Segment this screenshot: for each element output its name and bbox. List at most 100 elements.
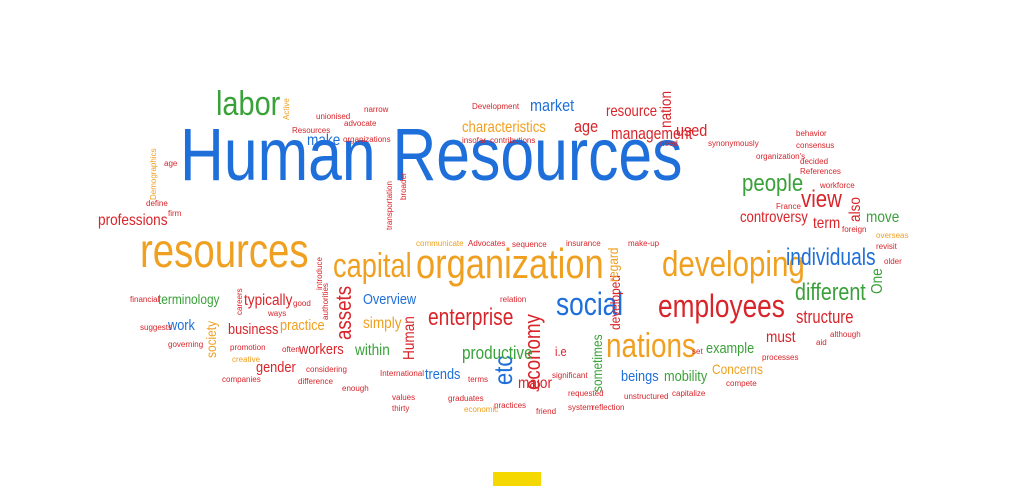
word-creative: creative (232, 355, 261, 364)
word-advocate: advocate (344, 119, 377, 128)
word-consensus: consensus (796, 141, 835, 150)
word-developing: developing (662, 243, 805, 284)
word-define: define (146, 199, 168, 208)
word-good: good (293, 299, 311, 308)
word-work: work (168, 317, 195, 334)
word-overseas: overseas (876, 231, 909, 240)
word-transportation: transportation (385, 181, 394, 230)
word-reflection: reflection (592, 403, 625, 412)
word-terms: terms (468, 375, 488, 384)
word-workers: workers (299, 341, 344, 358)
word-references: References (800, 167, 841, 176)
word-economic: economic (464, 405, 499, 414)
word-unionised: unionised (316, 112, 351, 121)
word-processes: processes (762, 353, 799, 362)
word-overview: Overview (363, 291, 417, 308)
word-different: different (795, 279, 866, 306)
word-individuals: individuals (786, 244, 876, 271)
word-set: set (692, 347, 703, 356)
word-advocates: Advocates (468, 239, 506, 248)
word-structure: structure (796, 307, 854, 327)
word-human-resources: Human Resources (180, 113, 683, 196)
word-firm: firm (168, 209, 182, 218)
word-international: International (380, 369, 425, 378)
word-resources: resources (140, 225, 309, 278)
word-productive: productive (462, 343, 533, 363)
word-insurance: insurance (566, 239, 601, 248)
word-authorities: authorities (321, 283, 330, 320)
word-sequence: sequence (512, 240, 547, 249)
word-age: age (574, 117, 599, 136)
word-enterprise: enterprise (428, 304, 514, 331)
word-make-up: make-up (628, 239, 660, 248)
word-unstructured: unstructured (624, 392, 669, 401)
word-business: business (228, 321, 279, 338)
word-relation: relation (500, 295, 527, 304)
word-resource: resource (606, 103, 658, 120)
word-ways: ways (268, 309, 287, 318)
word-organizations-apos: organization's (756, 152, 806, 161)
word-employees: employees (658, 288, 785, 324)
word-aid: aid (816, 338, 827, 347)
yellow-accent-bar (493, 472, 541, 486)
word-often: often (282, 345, 300, 354)
word-beings: beings (621, 368, 659, 385)
word-revisit: revisit (876, 242, 897, 251)
word-values: values (392, 393, 416, 402)
word-society: society (203, 320, 219, 358)
word-social: social (556, 286, 624, 322)
word-labor: labor (216, 85, 281, 123)
word-resources-small: Resources (292, 126, 331, 135)
word-france: France (776, 202, 801, 211)
word-example: example (706, 340, 755, 357)
word-graduates: graduates (448, 394, 484, 403)
word-active: Active (282, 98, 291, 120)
word-people: people (742, 170, 804, 197)
word-insofar: insofar (462, 136, 487, 145)
word-organizations: organizations (343, 135, 391, 144)
word-within: within (355, 342, 390, 359)
word-one: One (869, 268, 886, 294)
word-requested: requested (568, 389, 604, 398)
word-although: although (830, 330, 861, 339)
word-move: move (866, 209, 900, 226)
word-narrow: narrow (364, 105, 389, 114)
word-trends: trends (425, 366, 461, 383)
word-controversy: controversy (740, 209, 808, 226)
word-careers: careers (235, 288, 244, 315)
word-communicate: communicate (416, 239, 464, 248)
word-assets: assets (331, 285, 356, 340)
word-behavior: behavior (796, 129, 827, 138)
word-nations: nations (606, 327, 696, 365)
word-mobility: mobility (664, 368, 708, 385)
word-foreign: foreign (842, 225, 867, 234)
word-human-vertical: Human (401, 316, 418, 360)
word-used: used (676, 121, 708, 140)
word-also: also (847, 197, 864, 222)
word-thirty: thirty (392, 404, 410, 413)
word-major: major (518, 375, 553, 392)
word-capital: capital (333, 247, 412, 285)
word-friend: friend (536, 407, 557, 416)
word-market: market (530, 96, 575, 115)
word-decided: decided (800, 157, 829, 166)
word-development: Development (472, 102, 520, 111)
word-synonymously: synonymously (708, 139, 759, 148)
word-age-small: age (164, 159, 178, 168)
word-developed: developed (607, 275, 623, 330)
word-gender: gender (256, 359, 296, 376)
word-capitalize: capitalize (672, 389, 706, 398)
word-significant: significant (552, 371, 588, 380)
word-management: management (611, 124, 693, 143)
word-practices: practices (494, 401, 527, 410)
word-simply: simply (363, 315, 402, 332)
word-terminology: terminology (158, 291, 220, 307)
word-contributions: contributions (490, 136, 536, 145)
word-suggests: suggests (140, 323, 173, 332)
word-make: make (307, 132, 341, 149)
word-workforce: workforce (820, 181, 855, 190)
word-concerns: Concerns (712, 361, 763, 377)
word-governing: governing (168, 340, 204, 349)
word-typically: typically (244, 292, 293, 309)
